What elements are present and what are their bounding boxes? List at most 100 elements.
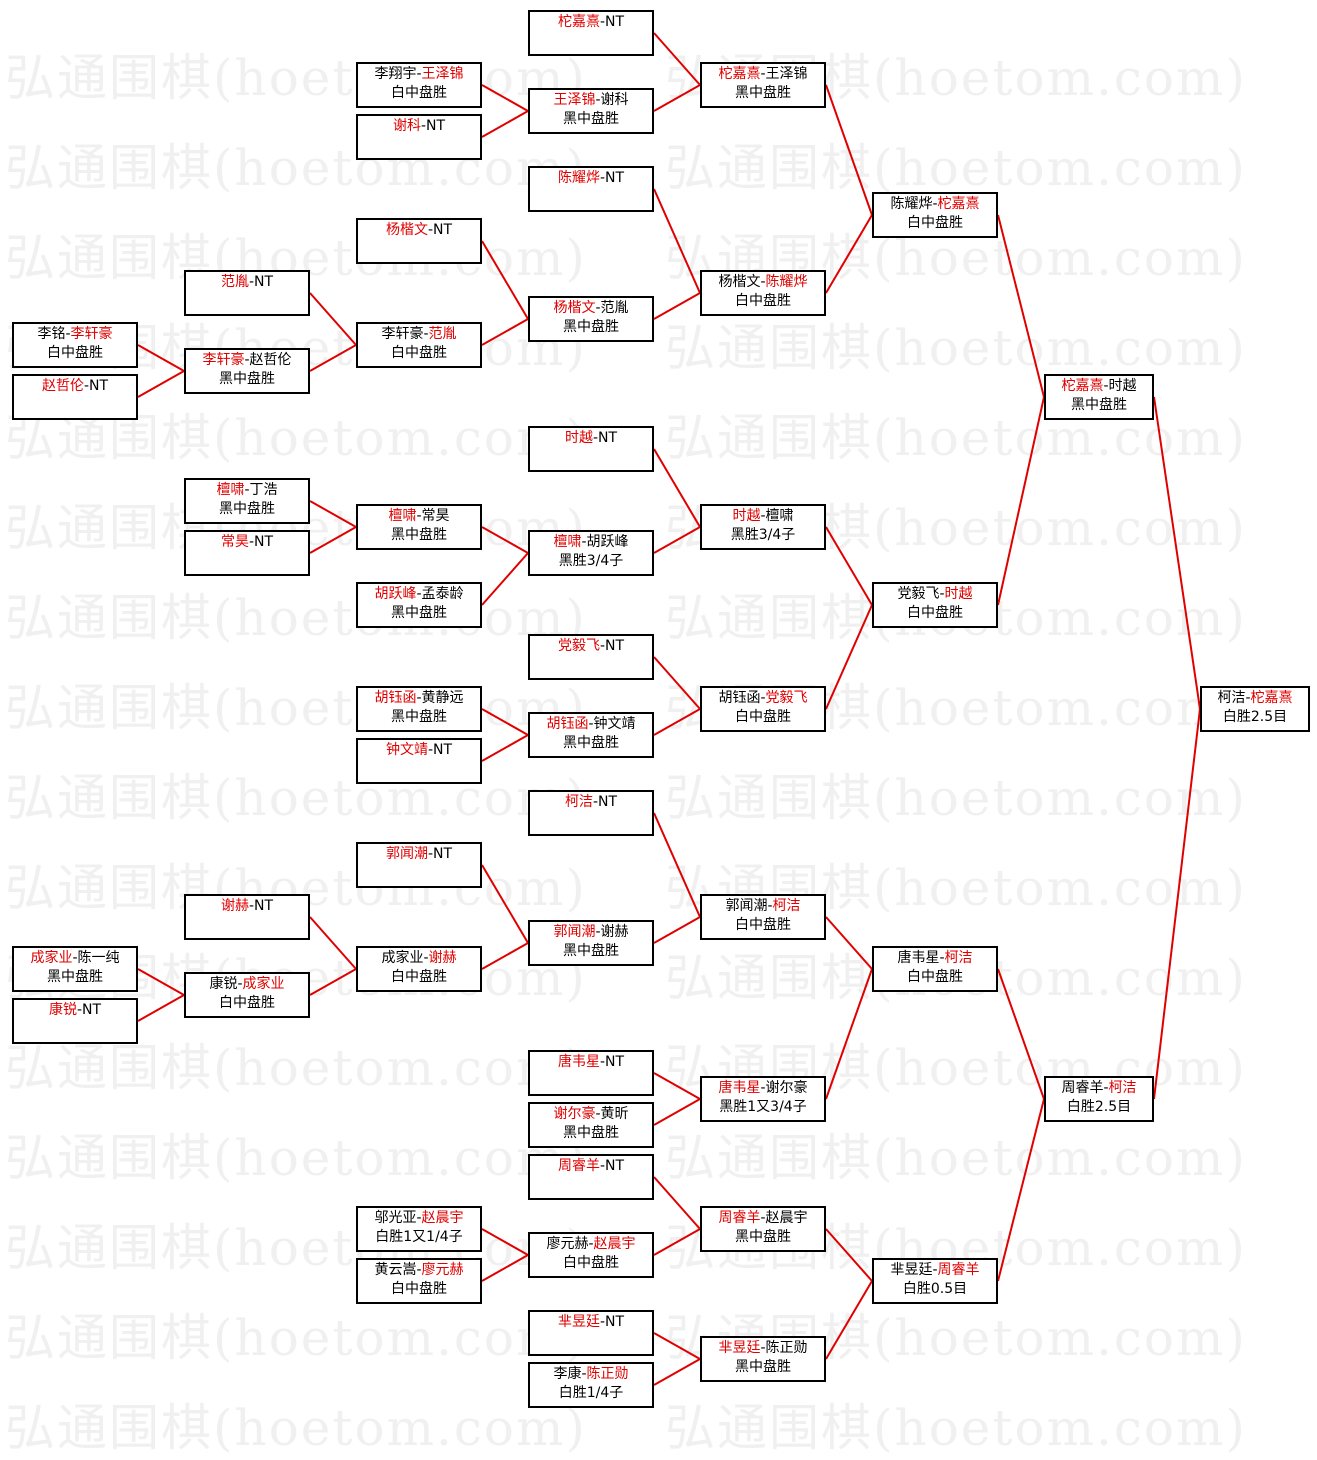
match-players: 胡钰函-钟文靖 [530,715,652,734]
match-box[interactable]: 周睿羊-柯洁 白胜2.5目 [1044,1076,1154,1122]
match-box[interactable]: 常昊-NT [184,530,310,576]
separator: - [416,508,422,524]
player-name: 邬光亚 [374,1210,417,1226]
match-result: 白中盘胜 [735,917,791,933]
separator: - [416,1210,422,1226]
match-box[interactable]: 柁嘉熹-时越 黑中盘胜 [1044,374,1154,420]
match-box[interactable]: 胡钰函-党毅飞 白中盘胜 [700,686,826,732]
match-players: 杨楷文-范胤 [530,299,652,318]
match-box[interactable]: 李翔宇-王泽锦 白中盘胜 [356,62,482,108]
bracket-connector [481,708,529,736]
match-box[interactable]: 陈耀烨-柁嘉熹 白中盘胜 [872,192,998,238]
match-players: 王泽锦-谢科 [530,91,652,110]
match-result: 黑中盘胜 [391,709,447,725]
match-box[interactable]: 党毅飞-NT [528,634,654,680]
player-name: 陈一纯 [77,950,120,966]
winner-name: 柁嘉熹 [718,66,761,82]
match-box[interactable]: 李铭-李轩豪 白中盘胜 [12,322,138,368]
player-name: 郭闻潮 [725,898,768,914]
match-box[interactable]: 谢尔豪-黄昕 黑中盘胜 [528,1102,654,1148]
match-result: 黑胜1又3/4子 [719,1099,807,1115]
match-box[interactable]: 钟文靖-NT [356,738,482,784]
match-box[interactable]: 周睿羊-赵晨宇 黑中盘胜 [700,1206,826,1252]
winner-name: 檀啸 [553,534,582,550]
match-box[interactable]: 檀啸-丁浩 黑中盘胜 [184,478,310,524]
match-players: 郭闻潮-柯洁 [702,897,824,916]
match-box[interactable]: 李轩豪-赵哲伦 黑中盘胜 [184,348,310,394]
match-players: 党毅飞-时越 [874,585,996,604]
match-box[interactable]: 唐韦星-谢尔豪 黑胜1又3/4子 [700,1076,826,1122]
match-box[interactable]: 范胤-NT [184,270,310,316]
match-box[interactable]: 胡钰函-黄静远 黑中盘胜 [356,686,482,732]
match-result: 黑中盘胜 [563,943,619,959]
match-box[interactable]: 胡钰函-钟文靖 黑中盘胜 [528,712,654,758]
match-box[interactable]: 时越-檀啸 黑胜3/4子 [700,504,826,550]
match-result: 白中盘胜 [907,969,963,985]
match-box[interactable]: 檀啸-常昊 黑中盘胜 [356,504,482,550]
match-box[interactable]: 杨楷文-范胤 黑中盘胜 [528,296,654,342]
winner-name: 胡钰函 [374,690,417,706]
match-box[interactable]: 党毅飞-时越 白中盘胜 [872,582,998,628]
player-name: NT [433,742,453,758]
player-name: NT [605,1054,625,1070]
match-result: 黑中盘胜 [219,501,275,517]
match-players: 柯洁-NT [530,793,652,812]
match-box[interactable]: 成家业-谢赫 白中盘胜 [356,946,482,992]
match-box[interactable]: 廖元赫-赵晨宇 白中盘胜 [528,1232,654,1278]
match-box[interactable]: 柯洁-NT [528,790,654,836]
bracket-connector [997,968,1045,1100]
match-box[interactable]: 芈昱廷-NT [528,1310,654,1356]
match-box[interactable]: 时越-NT [528,426,654,472]
match-players: 柯洁-柁嘉熹 [1202,689,1308,708]
bracket-connector [653,292,701,320]
match-players: 时越-NT [530,429,652,448]
match-box[interactable]: 李轩豪-范胤 白中盘胜 [356,322,482,368]
match-result: 黑中盘胜 [563,1125,619,1141]
match-box[interactable]: 成家业-陈一纯 黑中盘胜 [12,946,138,992]
winner-name: 柁嘉熹 [937,196,980,212]
match-box[interactable]: 谢科-NT [356,114,482,160]
player-name: 陈耀烨 [890,196,933,212]
bracket-connector [137,344,185,372]
match-players: 谢科-NT [358,117,480,136]
bracket-connector [653,1072,701,1100]
bracket-connector [825,214,873,294]
bracket-connector [481,240,529,320]
match-box[interactable]: 芈昱廷-陈正勋 黑中盘胜 [700,1336,826,1382]
winner-name: 谢科 [392,118,421,134]
match-result: 白胜2.5目 [1222,709,1288,725]
match-box[interactable]: 王泽锦-谢科 黑中盘胜 [528,88,654,134]
match-box[interactable]: 郭闻潮-NT [356,842,482,888]
match-box[interactable]: 杨楷文-NT [356,218,482,264]
match-box[interactable]: 柁嘉熹-王泽锦 黑中盘胜 [700,62,826,108]
match-box[interactable]: 陈耀烨-NT [528,166,654,212]
match-box[interactable]: 康锐-成家业 白中盘胜 [184,972,310,1018]
match-box[interactable]: 康锐-NT [12,998,138,1044]
match-box[interactable]: 赵哲伦-NT [12,374,138,420]
match-box[interactable]: 柯洁-柁嘉熹 白胜2.5目 [1200,686,1310,732]
match-box[interactable]: 郭闻潮-柯洁 白中盘胜 [700,894,826,940]
match-box[interactable]: 邬光亚-赵晨宇 白胜1又1/4子 [356,1206,482,1252]
player-name: NT [433,222,453,238]
match-box[interactable]: 唐韦星-NT [528,1050,654,1096]
player-name: 钟文靖 [593,716,636,732]
winner-name: 赵晨宇 [593,1236,636,1252]
match-box[interactable]: 周睿羊-NT [528,1154,654,1200]
match-players: 檀啸-常昊 [358,507,480,526]
match-box[interactable]: 黄云嵩-廖元赫 白中盘胜 [356,1258,482,1304]
match-box[interactable]: 郭闻潮-谢赫 黑中盘胜 [528,920,654,966]
match-box[interactable]: 柁嘉熹-NT [528,10,654,56]
match-box[interactable]: 檀啸-胡跃峰 黑胜3/4子 [528,530,654,576]
match-players: 廖元赫-赵晨宇 [530,1235,652,1254]
match-box[interactable]: 李康-陈正勋 白胜1/4子 [528,1362,654,1408]
match-box[interactable]: 芈昱廷-周睿羊 白胜0.5目 [872,1258,998,1304]
match-players: 李翔宇-王泽锦 [358,65,480,84]
match-players: 杨楷文-陈耀烨 [702,273,824,292]
match-box[interactable]: 杨楷文-陈耀烨 白中盘胜 [700,270,826,316]
winner-name: 唐韦星 [718,1080,761,1096]
separator: - [599,1158,606,1174]
separator: - [416,1262,422,1278]
match-box[interactable]: 胡跃峰-孟泰龄 黑中盘胜 [356,582,482,628]
match-box[interactable]: 谢赫-NT [184,894,310,940]
match-box[interactable]: 唐韦星-柯洁 白中盘胜 [872,946,998,992]
